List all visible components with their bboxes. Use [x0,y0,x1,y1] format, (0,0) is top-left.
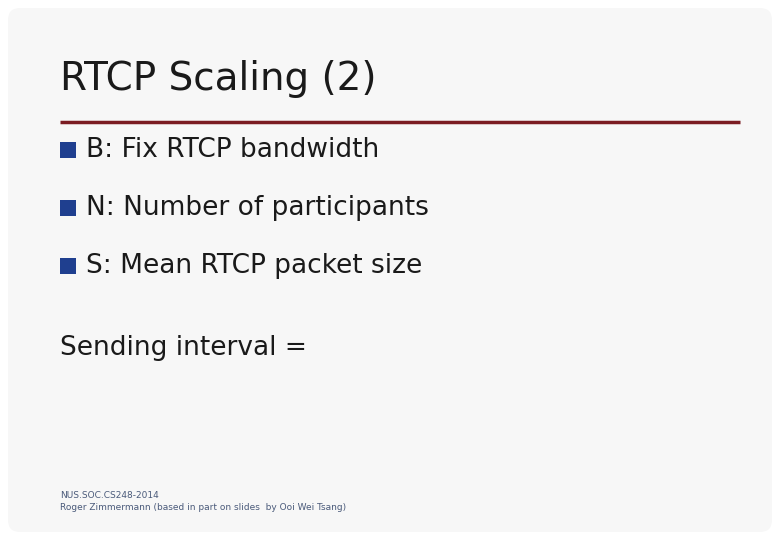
FancyBboxPatch shape [60,142,76,158]
Text: NUS.SOC.CS248-2014
Roger Zimmermann (based in part on slides  by Ooi Wei Tsang): NUS.SOC.CS248-2014 Roger Zimmermann (bas… [60,491,346,512]
FancyBboxPatch shape [60,200,76,216]
Text: N: Number of participants: N: Number of participants [86,195,429,221]
FancyBboxPatch shape [8,8,772,532]
Text: Sending interval =: Sending interval = [60,335,307,361]
FancyBboxPatch shape [60,258,76,274]
Text: RTCP Scaling (2): RTCP Scaling (2) [60,60,377,98]
Text: S: Mean RTCP packet size: S: Mean RTCP packet size [86,253,422,279]
Text: B: Fix RTCP bandwidth: B: Fix RTCP bandwidth [86,137,379,163]
